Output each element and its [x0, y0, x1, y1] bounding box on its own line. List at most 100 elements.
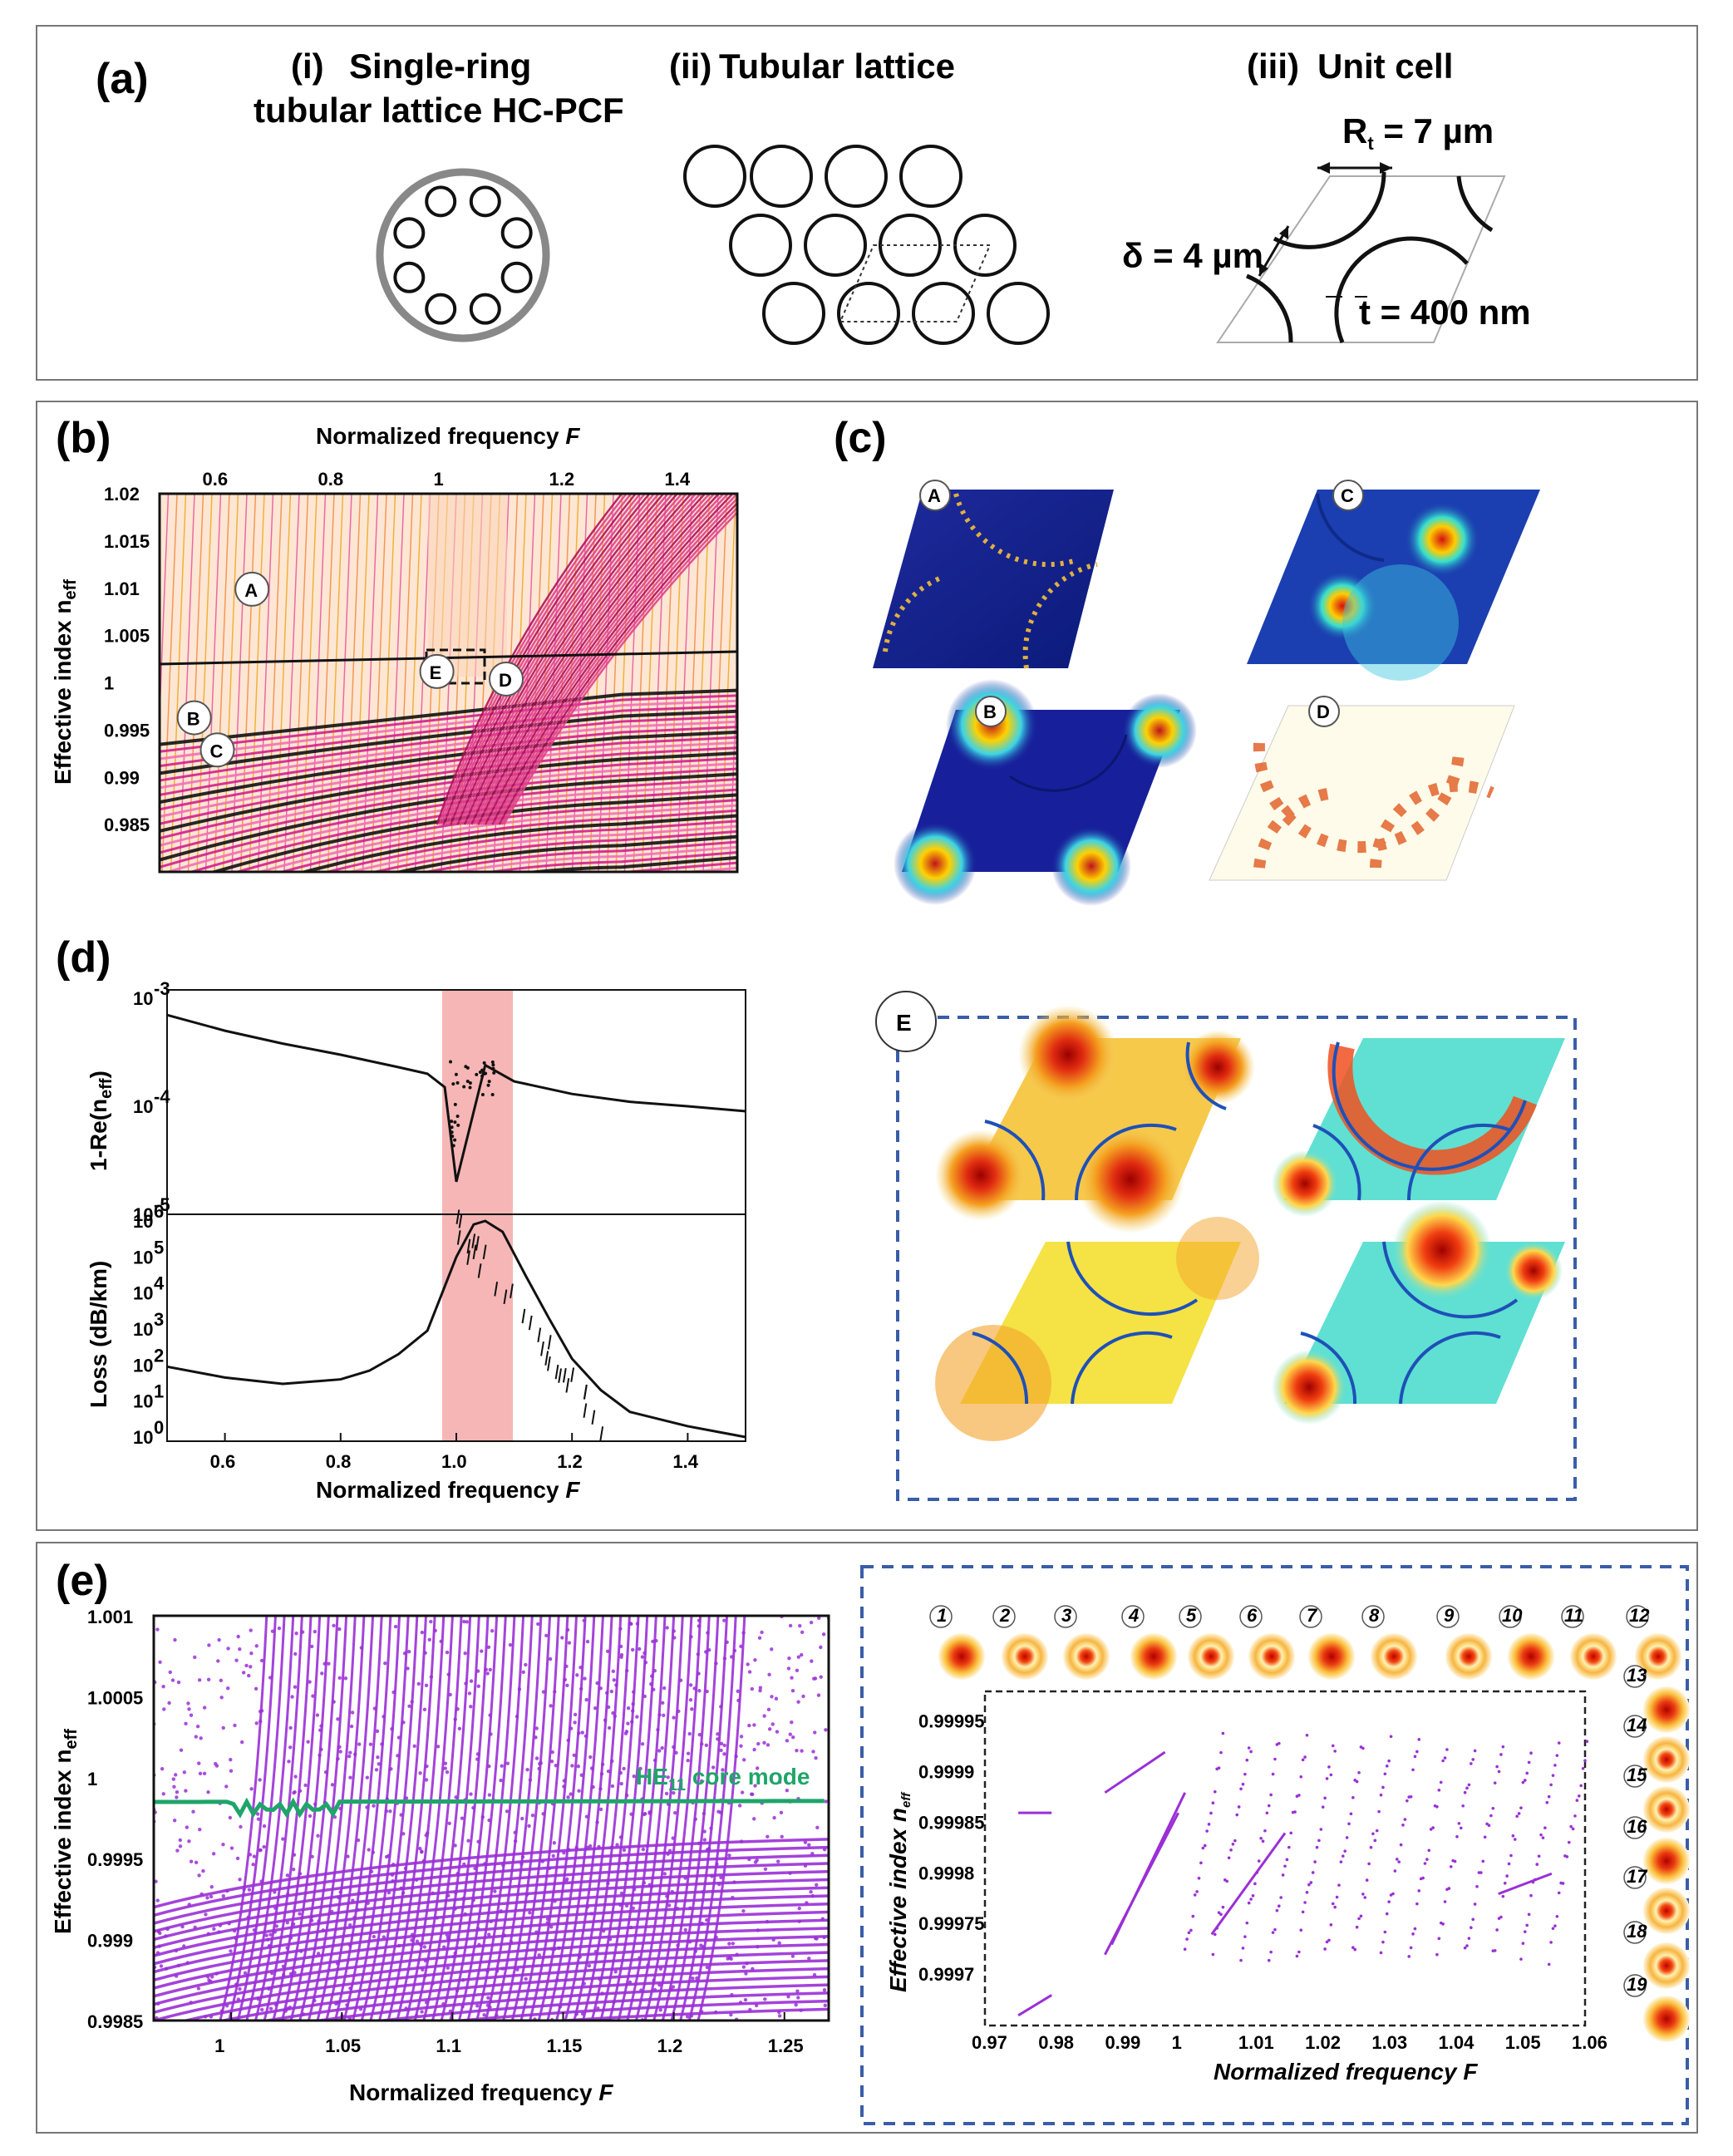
inset-dot [1561, 1882, 1565, 1885]
e-dot [429, 1675, 434, 1679]
panel-b-x-tick: 1.2 [549, 469, 575, 490]
inset-dot [1467, 1783, 1471, 1787]
band-rising [477, 494, 706, 825]
e-dot [411, 1935, 416, 1939]
e-dot [198, 1827, 202, 1832]
e-dot [337, 1745, 342, 1750]
e-dot [740, 1790, 745, 1794]
e-flat-curve [309, 1983, 829, 2021]
inset-dot [1534, 1878, 1537, 1882]
e-dot [418, 1846, 422, 1851]
panel-d-x-tick: 0.8 [326, 1451, 352, 1472]
inset-dot [1557, 1741, 1561, 1745]
mode-number-7: 7 [1307, 1605, 1318, 1626]
e-dot [485, 2003, 490, 2007]
e-dot [714, 2010, 718, 2015]
inset-dot [1465, 1786, 1469, 1790]
e-dot [652, 1687, 656, 1691]
e-dot [335, 1962, 340, 1966]
band-curve [677, 866, 737, 872]
e-dot [755, 1766, 760, 1770]
e-dot [618, 1853, 623, 1858]
e-dot [206, 1677, 211, 1681]
e-dot [628, 1980, 633, 1985]
e-dot [670, 1889, 674, 1894]
marker-circle-C [199, 732, 235, 768]
e-dot [674, 1750, 678, 1755]
inset-x-label: Normalized frequency F [1214, 2059, 1478, 2085]
inset-dot [1239, 1787, 1243, 1791]
e-dot [348, 1986, 352, 1991]
inset-dot [1329, 1923, 1333, 1927]
lower-y-tick-exp: 2 [154, 1345, 164, 1366]
e-dot [505, 1761, 510, 1765]
e-dot [524, 1976, 528, 1981]
upper-dot [491, 1066, 495, 1071]
inset-dot [1227, 1856, 1231, 1860]
e-dot [233, 1723, 237, 1728]
c-marker-C: C [1341, 485, 1354, 506]
inset-dot [1517, 1812, 1521, 1815]
inset-dot [1567, 1840, 1571, 1844]
e-dot [299, 1949, 303, 1953]
inset-dot [1470, 1926, 1473, 1930]
e-dot [736, 1689, 740, 1694]
e-dot [662, 1686, 667, 1691]
e-dot [287, 1760, 291, 1764]
e-dot [445, 1932, 450, 1937]
panel-b-y-tick: 1.01 [104, 578, 140, 599]
e-dot [351, 1898, 355, 1902]
e-dot [560, 1636, 564, 1640]
mode-profile-15 [1643, 1786, 1690, 1833]
e-dot [172, 1784, 176, 1789]
upper-y-tick: 10 [133, 988, 153, 1009]
e-dot [445, 1770, 450, 1775]
inset-dot [1555, 1754, 1559, 1757]
e-dot [372, 1706, 377, 1711]
e-dot [182, 1944, 186, 1948]
e-dot [785, 1789, 790, 1793]
e-steep-line [405, 1616, 454, 2021]
e-dot [770, 1695, 774, 1699]
e-dot [313, 1802, 318, 1806]
e-dot [649, 1884, 654, 1889]
e-dot [618, 1627, 623, 1631]
inset-dot [1437, 1789, 1441, 1792]
e-dot [446, 1936, 450, 1940]
e-dot [562, 1784, 566, 1789]
e-dot [795, 1989, 800, 1993]
e-dot [549, 1925, 554, 1929]
e-dot [688, 1698, 693, 1702]
capillary-tube [469, 185, 501, 218]
e-dot [640, 1742, 645, 1746]
e-x-tick: 1.15 [547, 2035, 583, 2056]
mode-number-circle [1623, 1816, 1647, 1839]
e-dot [558, 2005, 563, 2009]
upper-dot [456, 1123, 460, 1127]
e-dot [453, 1907, 457, 1911]
inset-dot [1285, 1858, 1289, 1862]
upper-dot [455, 1115, 460, 1119]
e-dot [446, 1966, 450, 1970]
inset-curve [1498, 1872, 1553, 1896]
sub-iii-title: Unit cell [1317, 47, 1453, 86]
mode-E-field-1 [935, 1005, 1255, 1233]
e-dot [189, 1859, 194, 1863]
e-flat-curve [154, 1886, 829, 1957]
e-dot [777, 1779, 782, 1784]
inset-dot [1333, 1905, 1337, 1909]
panel-a-label: (a) [96, 55, 149, 103]
e-dot [343, 1676, 348, 1681]
inset-dot [1343, 1849, 1347, 1853]
e-steep-line [228, 1616, 277, 2021]
e-dot [677, 1709, 681, 1714]
band-curve [233, 799, 737, 872]
e-dot [563, 1677, 568, 1682]
lower-y-tick: 10 [133, 1391, 153, 1412]
e-dot [715, 1862, 719, 1866]
e-dot [711, 1765, 716, 1770]
lower-jag [458, 1213, 463, 1228]
mode-profile-6 [1248, 1633, 1295, 1680]
e-dot [719, 1705, 723, 1709]
